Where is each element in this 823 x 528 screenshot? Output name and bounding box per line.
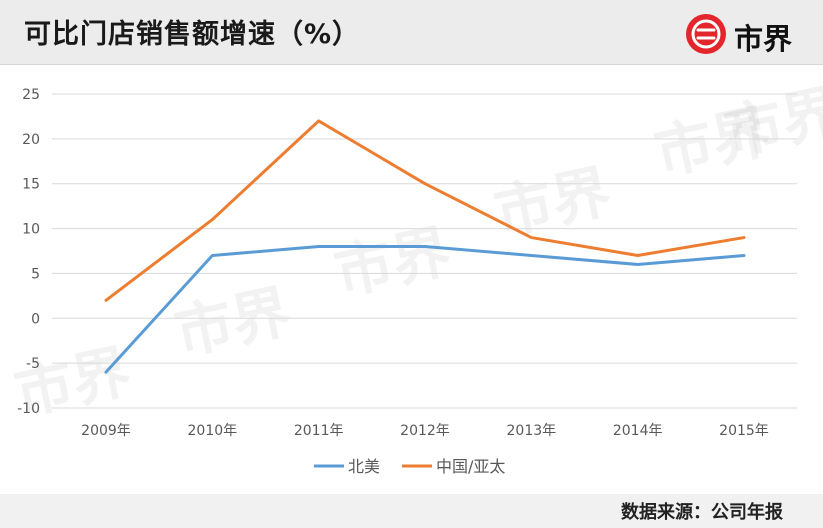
y-tick-label: 15 [22, 177, 40, 193]
y-tick-label: 0 [31, 311, 40, 327]
watermark-text: 市界 [169, 277, 297, 368]
x-tick-label: 2013年 [507, 423, 557, 439]
y-tick-label: 25 [22, 87, 40, 103]
chart-title: 可比门店销售额增速（%） [24, 19, 361, 50]
y-tick-label: -5 [26, 356, 40, 372]
watermark-text: 市界 [329, 217, 457, 308]
legend: 北美 中国/亚太 [314, 457, 505, 476]
legend-label: 中国/亚太 [436, 457, 505, 476]
y-tick-label: 10 [22, 222, 40, 238]
watermark-text: 市界 [489, 157, 617, 248]
series-lines [104, 119, 746, 374]
y-axis-labels: 25 20 15 10 5 0 -5 -10 [17, 87, 40, 417]
watermark-text: 市界 [719, 77, 823, 168]
y-tick-label: 20 [22, 132, 40, 148]
x-tick-label: 2010年 [188, 423, 238, 439]
legend-label: 北美 [348, 457, 380, 476]
x-axis-labels: 2009年 2010年 2011年 2012年 2013年 2014年 2015年 [81, 423, 769, 439]
series-line [104, 245, 746, 374]
brand-logo: 市界 [686, 14, 806, 56]
x-tick-label: 2015年 [719, 423, 769, 439]
series-line [104, 119, 746, 302]
x-tick-label: 2012年 [400, 423, 450, 439]
logo-text: 市界 [734, 22, 793, 56]
logo-circle-icon [686, 14, 726, 54]
x-tick-label: 2011年 [294, 423, 344, 439]
y-tick-label: 5 [31, 266, 40, 282]
x-tick-label: 2014年 [613, 423, 663, 439]
y-tick-label: -10 [17, 401, 40, 417]
data-source: 数据来源：公司年报 [621, 502, 783, 523]
header-bar: 可比门店销售额增速（%） 市界 [0, 0, 823, 65]
x-tick-label: 2009年 [81, 423, 131, 439]
footer-bar: 数据来源：公司年报 [0, 494, 823, 528]
